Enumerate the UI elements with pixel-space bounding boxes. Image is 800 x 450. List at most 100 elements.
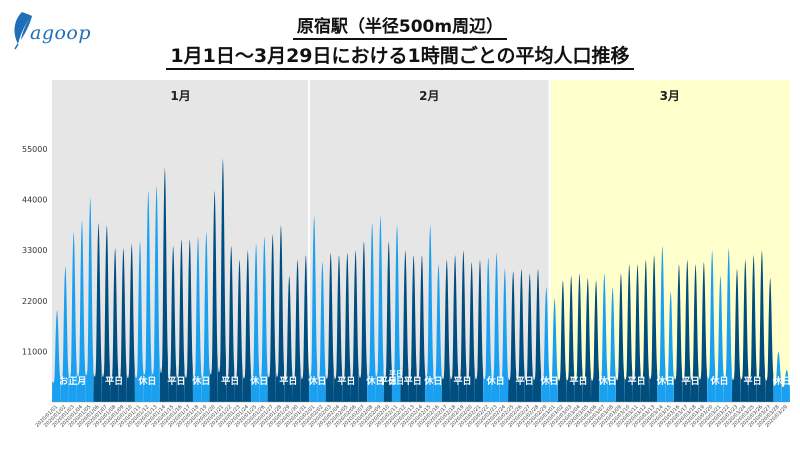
- day-area-2020/03/12: [640, 259, 650, 402]
- day-area-2020/02/01: [309, 215, 318, 402]
- day-area-2020/01/02: [60, 266, 69, 402]
- day-area-2020/02/08: [367, 222, 376, 402]
- band-label: 平日: [279, 376, 297, 387]
- day-area-2020/01/27: [267, 234, 276, 402]
- band-label: 休日: [191, 375, 210, 387]
- band-label: 休日: [772, 375, 791, 387]
- day-area-2020/02/29: [541, 287, 550, 402]
- day-area-2020/01/15: [168, 245, 177, 402]
- day-area-2020/02/26: [516, 268, 525, 402]
- day-area-2020/01/30: [292, 259, 301, 402]
- jan-feb-background: [52, 80, 550, 402]
- day-area-2020/02/24: [499, 268, 509, 402]
- band-label: 平日: [105, 376, 123, 387]
- band-label: 平日: [221, 376, 239, 387]
- day-area-2020/02/22: [483, 257, 492, 402]
- day-area-2020/02/20: [466, 261, 475, 402]
- band-label: 休日: [365, 375, 384, 387]
- band-label: 休日: [598, 375, 617, 387]
- day-area-2020/01/12: [143, 190, 152, 402]
- band-label-top: 平日: [389, 370, 403, 378]
- band-label: 平日: [681, 376, 699, 387]
- day-area-2020/03/29: [781, 369, 790, 402]
- day-area-2020/01/08: [110, 247, 119, 402]
- day-area-2020/03/17: [682, 259, 691, 402]
- day-area-2020/02/06: [350, 250, 359, 402]
- day-area-2020/01/23: [234, 259, 243, 402]
- day-area-2020/03/28: [773, 351, 782, 402]
- day-area-2020/01/29: [284, 275, 293, 402]
- day-area-2020/03/26: [756, 250, 766, 402]
- band-label: 休日: [137, 375, 156, 387]
- day-area-2020/03/08: [607, 287, 616, 402]
- band-label: 休日: [307, 375, 326, 387]
- day-area-2020/03/13: [649, 254, 658, 402]
- day-area-2020/03/14: [657, 245, 666, 402]
- day-area-2020/01/05: [85, 197, 94, 402]
- day-area-2020/01/16: [176, 238, 185, 402]
- day-area-2020/03/25: [748, 254, 757, 402]
- day-area-2020/03/11: [632, 264, 641, 402]
- day-area-2020/03/27: [765, 277, 774, 402]
- y-tick-label: 22000: [22, 297, 47, 306]
- band-label: 平日: [404, 376, 422, 387]
- day-area-2020/03/04: [574, 273, 583, 402]
- chart-title: 1月1日～3月29日における1時間ごとの平均人口推移: [0, 41, 800, 70]
- day-area-2020/03/09: [615, 273, 625, 402]
- day-area-2020/02/12: [400, 250, 409, 402]
- band-label: 平日: [337, 376, 355, 387]
- day-area-2020/03/02: [557, 280, 567, 402]
- day-area-2020/01/10: [126, 243, 135, 402]
- y-tick-label: 11000: [22, 347, 47, 356]
- day-area-2020/03/23: [731, 268, 741, 402]
- day-area-2020/01/20: [209, 190, 218, 402]
- day-area-2020/01/14: [159, 167, 169, 402]
- day-area-2020/03/19: [698, 261, 708, 402]
- day-area-2020/01/17: [184, 238, 193, 402]
- day-area-2020/02/17: [441, 259, 451, 402]
- band-label: 休日: [486, 375, 505, 387]
- month-label: 3月: [660, 89, 680, 103]
- agoop-logo: agoop: [6, 8, 102, 52]
- band-label: お正月: [59, 376, 86, 387]
- day-area-2020/02/25: [508, 270, 517, 402]
- day-area-2020/02/14: [416, 254, 426, 402]
- day-area-2020/03/18: [690, 264, 699, 402]
- band-label: 休日: [423, 375, 442, 387]
- day-area-2020/02/28: [532, 268, 542, 402]
- day-area-2020/03/01: [549, 298, 558, 402]
- day-area-2020/03/07: [599, 273, 608, 402]
- day-area-2020/03/15: [665, 291, 674, 402]
- chart-subtitle: 原宿駅（半径500m周辺）: [0, 12, 800, 40]
- band-label: 平日: [379, 376, 397, 387]
- month-label: 1月: [170, 89, 190, 103]
- day-area-2020/01/13: [151, 185, 160, 402]
- day-area-2020/01/21: [217, 158, 227, 402]
- day-area-2020/02/02: [317, 261, 326, 402]
- band-label: 平日: [744, 376, 762, 387]
- day-area-2020/01/11: [134, 241, 144, 402]
- day-area-2020/02/16: [433, 264, 442, 402]
- band-label: 休日: [656, 375, 675, 387]
- day-area-2020/01/31: [300, 254, 310, 402]
- day-area-2020/02/27: [524, 273, 533, 402]
- day-area-2020/03/20: [707, 250, 716, 402]
- day-area-2020/01/07: [101, 224, 111, 402]
- day-area-2020/03/06: [590, 280, 600, 402]
- day-area-2020/02/23: [491, 252, 500, 402]
- y-tick-label: 33000: [22, 246, 47, 255]
- logo-feather-icon: [14, 12, 32, 50]
- day-area-2020/01/19: [201, 231, 210, 402]
- day-area-2020/03/10: [624, 264, 633, 402]
- day-area-2020/01/03: [68, 231, 77, 402]
- day-area-2020/01/04: [76, 220, 86, 402]
- day-area-2020/02/09: [375, 215, 384, 402]
- day-area-2020/03/16: [673, 264, 683, 402]
- day-area-2020/02/21: [474, 259, 484, 402]
- band-label: 休日: [710, 375, 729, 387]
- day-area-2020/01/18: [192, 236, 202, 402]
- day-area-2020/01/22: [226, 245, 235, 402]
- day-area-2020/02/15: [425, 224, 434, 402]
- band-label: 休日: [249, 375, 268, 387]
